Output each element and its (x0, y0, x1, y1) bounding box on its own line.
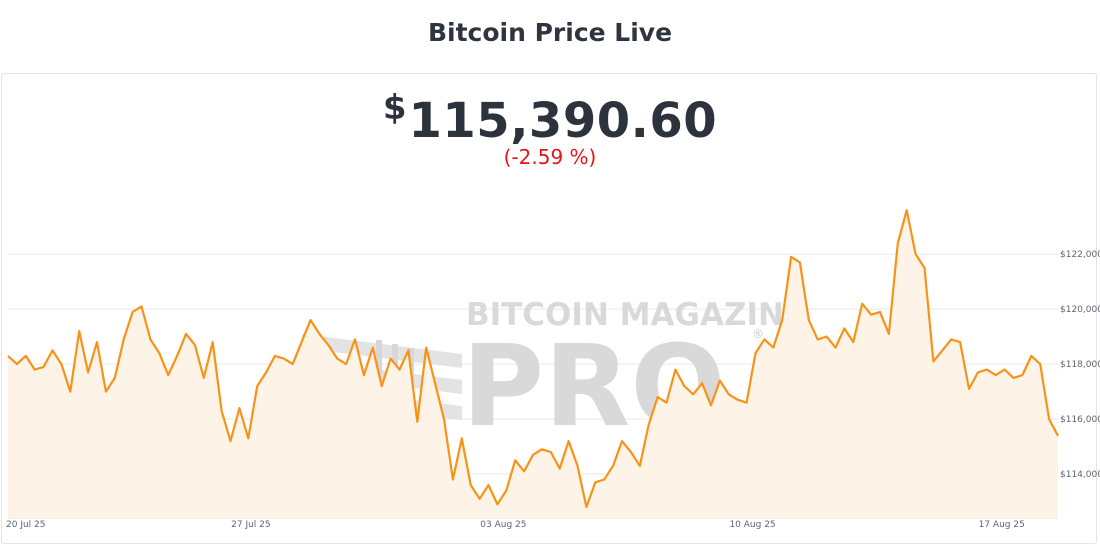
y-tick-label: $114,000 (1060, 470, 1100, 480)
price-line[interactable] (7, 209, 1059, 509)
price-display: $115,390.60 (0, 88, 1100, 149)
page-title: Bitcoin Price Live (427, 18, 673, 47)
y-tick-label: $120,000 (1060, 305, 1100, 315)
y-tick-label: $116,000 (1060, 415, 1100, 425)
watermark-registered-mark: ® (752, 327, 764, 341)
y-tick-label: $122,000 (1060, 250, 1100, 260)
x-tick-label: 20 Jul 25 (6, 520, 46, 530)
currency-symbol: $ (382, 88, 407, 128)
price-change: (-2.59 %) (503, 145, 597, 169)
price-area-fill (8, 210, 1058, 518)
price-value: 115,390.60 (408, 93, 718, 149)
x-tick-label: 17 Aug 25 (979, 520, 1025, 530)
y-axis: $114,000 $116,000 $118,000 $120,000 $122,000 (1060, 250, 1100, 480)
x-tick-label: 03 Aug 25 (480, 520, 526, 530)
x-tick-label: 27 Jul 25 (231, 520, 270, 530)
x-axis: 20 Jul 25 27 Jul 25 03 Aug 25 10 Aug 25 17 A… (6, 520, 1025, 530)
watermark-text-top: BITCOIN MAGAZINE (466, 297, 805, 333)
y-tick-label: $118,000 (1060, 360, 1100, 370)
x-tick-label: 10 Aug 25 (729, 520, 775, 530)
